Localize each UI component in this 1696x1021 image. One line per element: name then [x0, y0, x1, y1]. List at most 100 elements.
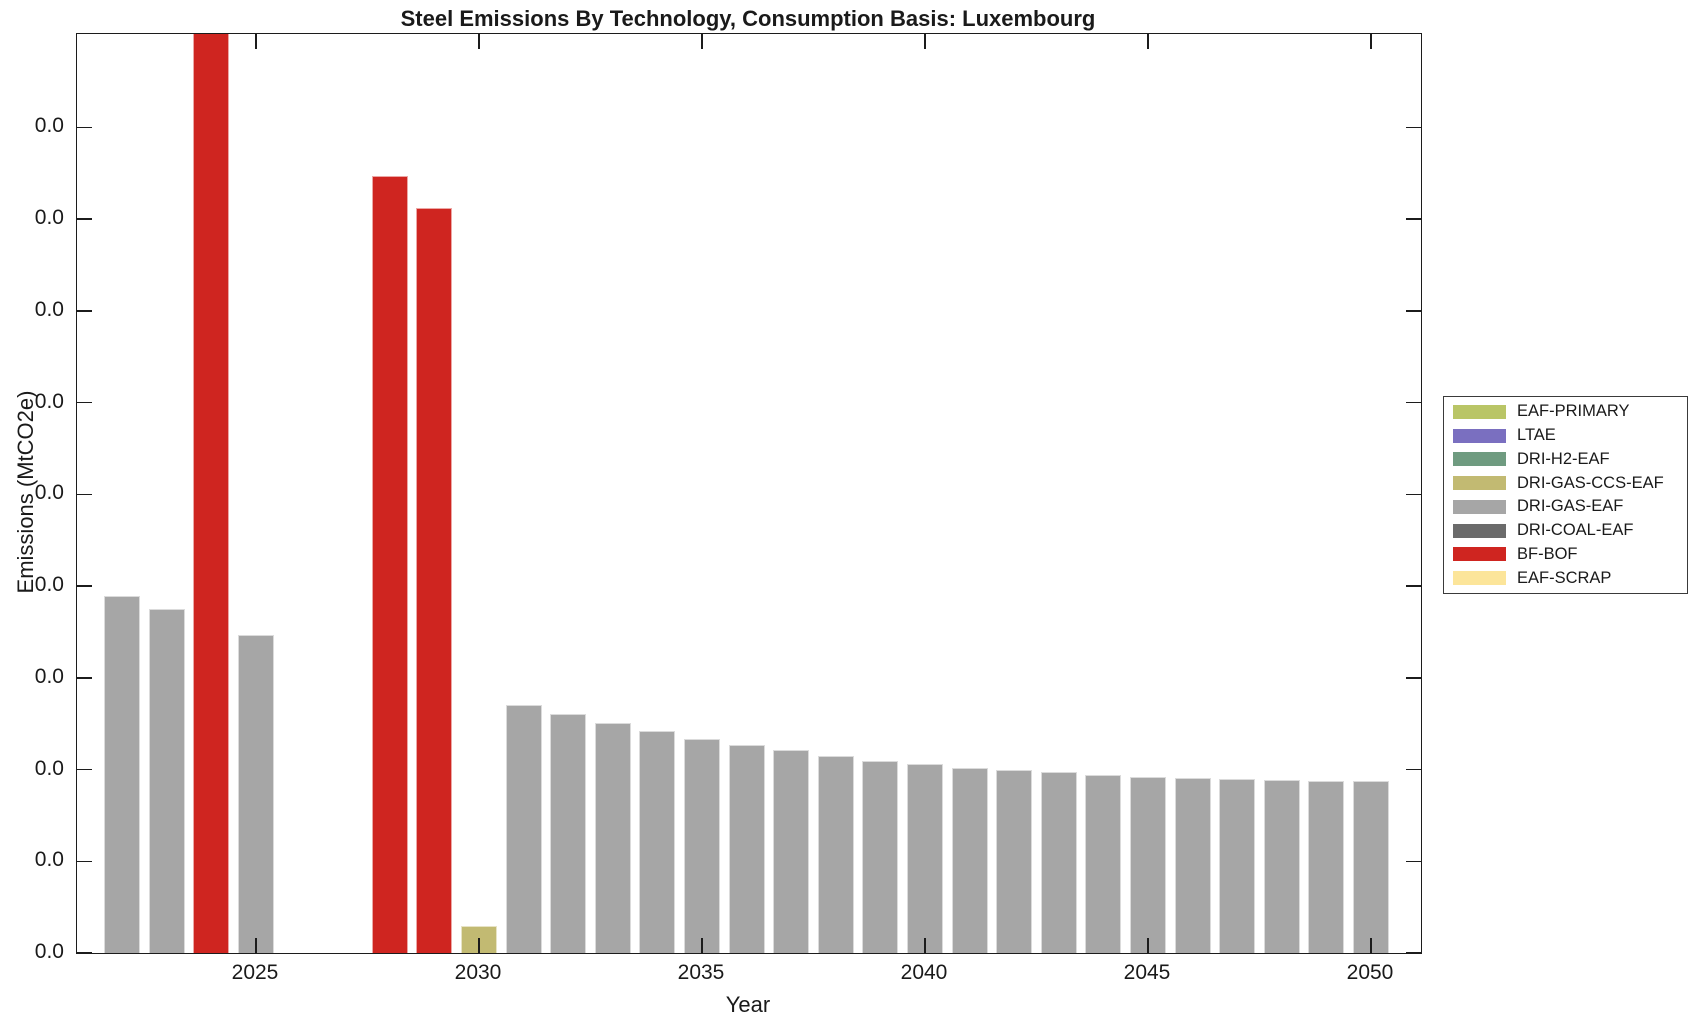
- legend-swatch: [1453, 547, 1506, 562]
- y-tick-mark-right: [1406, 310, 1421, 312]
- x-tick-mark-top: [1370, 34, 1372, 49]
- y-tick-mark-left: [77, 952, 92, 953]
- y-tick-mark-right: [1406, 401, 1421, 404]
- y-tick-mark-right: [1406, 585, 1421, 587]
- bar-2025: [238, 634, 274, 953]
- x-tick-mark-bottom: [255, 938, 257, 953]
- x-tick-label-2035: 2035: [677, 961, 725, 984]
- bar-2045: [1130, 776, 1166, 953]
- legend-label: EAF-SCRAP: [1517, 568, 1612, 587]
- x-tick-mark-top: [924, 34, 926, 49]
- y-tick-label: 0.0: [34, 481, 64, 505]
- bar-2029: [416, 208, 453, 953]
- bar-2022: [104, 596, 141, 953]
- legend-item-eaf-primary: EAF-PRIMARY: [1444, 401, 1687, 423]
- x-tick-mark-bottom: [1370, 938, 1372, 953]
- legend-label: DRI-COAL-EAF: [1517, 521, 1634, 540]
- bar-2038: [817, 755, 854, 953]
- legend-item-dri-coal-eaf: DRI-COAL-EAF: [1444, 520, 1687, 542]
- y-tick-mark-right: [1406, 952, 1421, 953]
- legend: EAF-PRIMARY LTAE DRI-H2-EAF DRI-GAS-CCS-EAF…: [1443, 396, 1688, 594]
- x-tick-mark-bottom: [478, 938, 480, 953]
- y-tick-mark-right: [1406, 768, 1421, 771]
- bar-2048: [1263, 779, 1300, 953]
- y-tick-mark-left: [77, 401, 92, 404]
- legend-label: EAF-PRIMARY: [1517, 402, 1630, 421]
- y-tick-mark-right: [1406, 218, 1421, 220]
- y-tick-mark-left: [77, 585, 92, 587]
- x-axis-label: Year: [725, 992, 771, 1017]
- legend-swatch: [1453, 404, 1506, 419]
- y-tick-label: 0.0: [34, 389, 64, 413]
- plot-area: [76, 33, 1422, 954]
- y-tick-label: 0.0: [34, 756, 64, 780]
- y-tick-mark-left: [77, 126, 92, 128]
- bar-2041: [951, 767, 988, 953]
- bar-2043: [1040, 772, 1077, 953]
- legend-label: DRI-GAS-CCS-EAF: [1517, 473, 1664, 492]
- y-tick-mark-left: [77, 768, 92, 771]
- bar-2024: [193, 34, 230, 953]
- y-tick-mark-right: [1406, 126, 1421, 128]
- y-tick-mark-left: [77, 860, 92, 862]
- bar-2047: [1219, 778, 1256, 953]
- bar-2033: [594, 722, 631, 953]
- legend-swatch: [1453, 499, 1506, 514]
- y-tick-mark-left: [77, 218, 92, 220]
- bar-2037: [773, 750, 810, 953]
- bar-2028: [371, 175, 408, 953]
- bar-2031: [505, 705, 542, 953]
- y-tick-mark-right: [1406, 493, 1421, 495]
- bar-2036: [728, 744, 765, 953]
- bar-2046: [1174, 777, 1211, 953]
- bar-2034: [639, 730, 676, 953]
- legend-item-ltae: LTAE: [1444, 425, 1687, 447]
- legend-item-dri-gas-ccs-eaf: DRI-GAS-CCS-EAF: [1444, 472, 1687, 494]
- x-tick-mark-top: [1147, 34, 1149, 49]
- legend-swatch: [1453, 476, 1506, 491]
- x-tick-label-2030: 2030: [454, 961, 502, 984]
- legend-label: LTAE: [1517, 426, 1556, 445]
- y-tick-mark-left: [77, 677, 92, 679]
- legend-label: DRI-GAS-EAF: [1517, 497, 1624, 516]
- y-tick-label: 0.0: [34, 297, 64, 321]
- x-tick-mark-bottom: [1147, 938, 1149, 953]
- x-tick-mark-bottom: [924, 938, 926, 953]
- x-tick-mark-top: [701, 34, 703, 49]
- legend-swatch: [1453, 523, 1506, 538]
- legend-item-dri-gas-eaf: DRI-GAS-EAF: [1444, 496, 1687, 518]
- y-tick-label: 0.0: [34, 940, 64, 963]
- y-tick-label: 0.0: [34, 206, 64, 229]
- bar-2039: [862, 761, 899, 953]
- x-tick-mark-bottom: [701, 938, 703, 953]
- x-tick-label-2050: 2050: [1346, 961, 1394, 984]
- legend-swatch: [1453, 452, 1506, 467]
- x-tick-label-2045: 2045: [1123, 961, 1171, 984]
- chart-title: Steel Emissions By Technology, Consumpti…: [400, 6, 1096, 31]
- legend-swatch: [1453, 571, 1506, 586]
- legend-item-eaf-scrap: EAF-SCRAP: [1444, 567, 1687, 589]
- legend-swatch: [1453, 428, 1506, 443]
- x-tick-label-2025: 2025: [231, 961, 279, 984]
- x-tick-mark-top: [255, 34, 257, 49]
- x-tick-mark-top: [478, 34, 480, 49]
- y-tick-mark-right: [1406, 860, 1421, 862]
- bar-2035: [684, 739, 720, 953]
- y-tick-mark-left: [77, 493, 92, 495]
- y-tick-mark-right: [1406, 677, 1421, 679]
- y-tick-label: 0.0: [34, 114, 64, 138]
- legend-item-dri-h2-eaf: DRI-H2-EAF: [1444, 448, 1687, 470]
- bar-2049: [1308, 781, 1345, 953]
- bar-2050: [1353, 781, 1389, 953]
- y-tick-label: 0.0: [34, 848, 64, 872]
- y-tick-label: 0.0: [34, 664, 64, 688]
- bar-2023: [148, 608, 185, 953]
- y-tick-label: 0.0: [34, 573, 64, 596]
- x-tick-label-2040: 2040: [900, 961, 948, 984]
- legend-label: DRI-H2-EAF: [1517, 449, 1610, 468]
- bar-2044: [1085, 775, 1122, 953]
- bar-2040: [907, 764, 943, 953]
- legend-label: BF-BOF: [1517, 544, 1578, 563]
- legend-item-bf-bof: BF-BOF: [1444, 543, 1687, 565]
